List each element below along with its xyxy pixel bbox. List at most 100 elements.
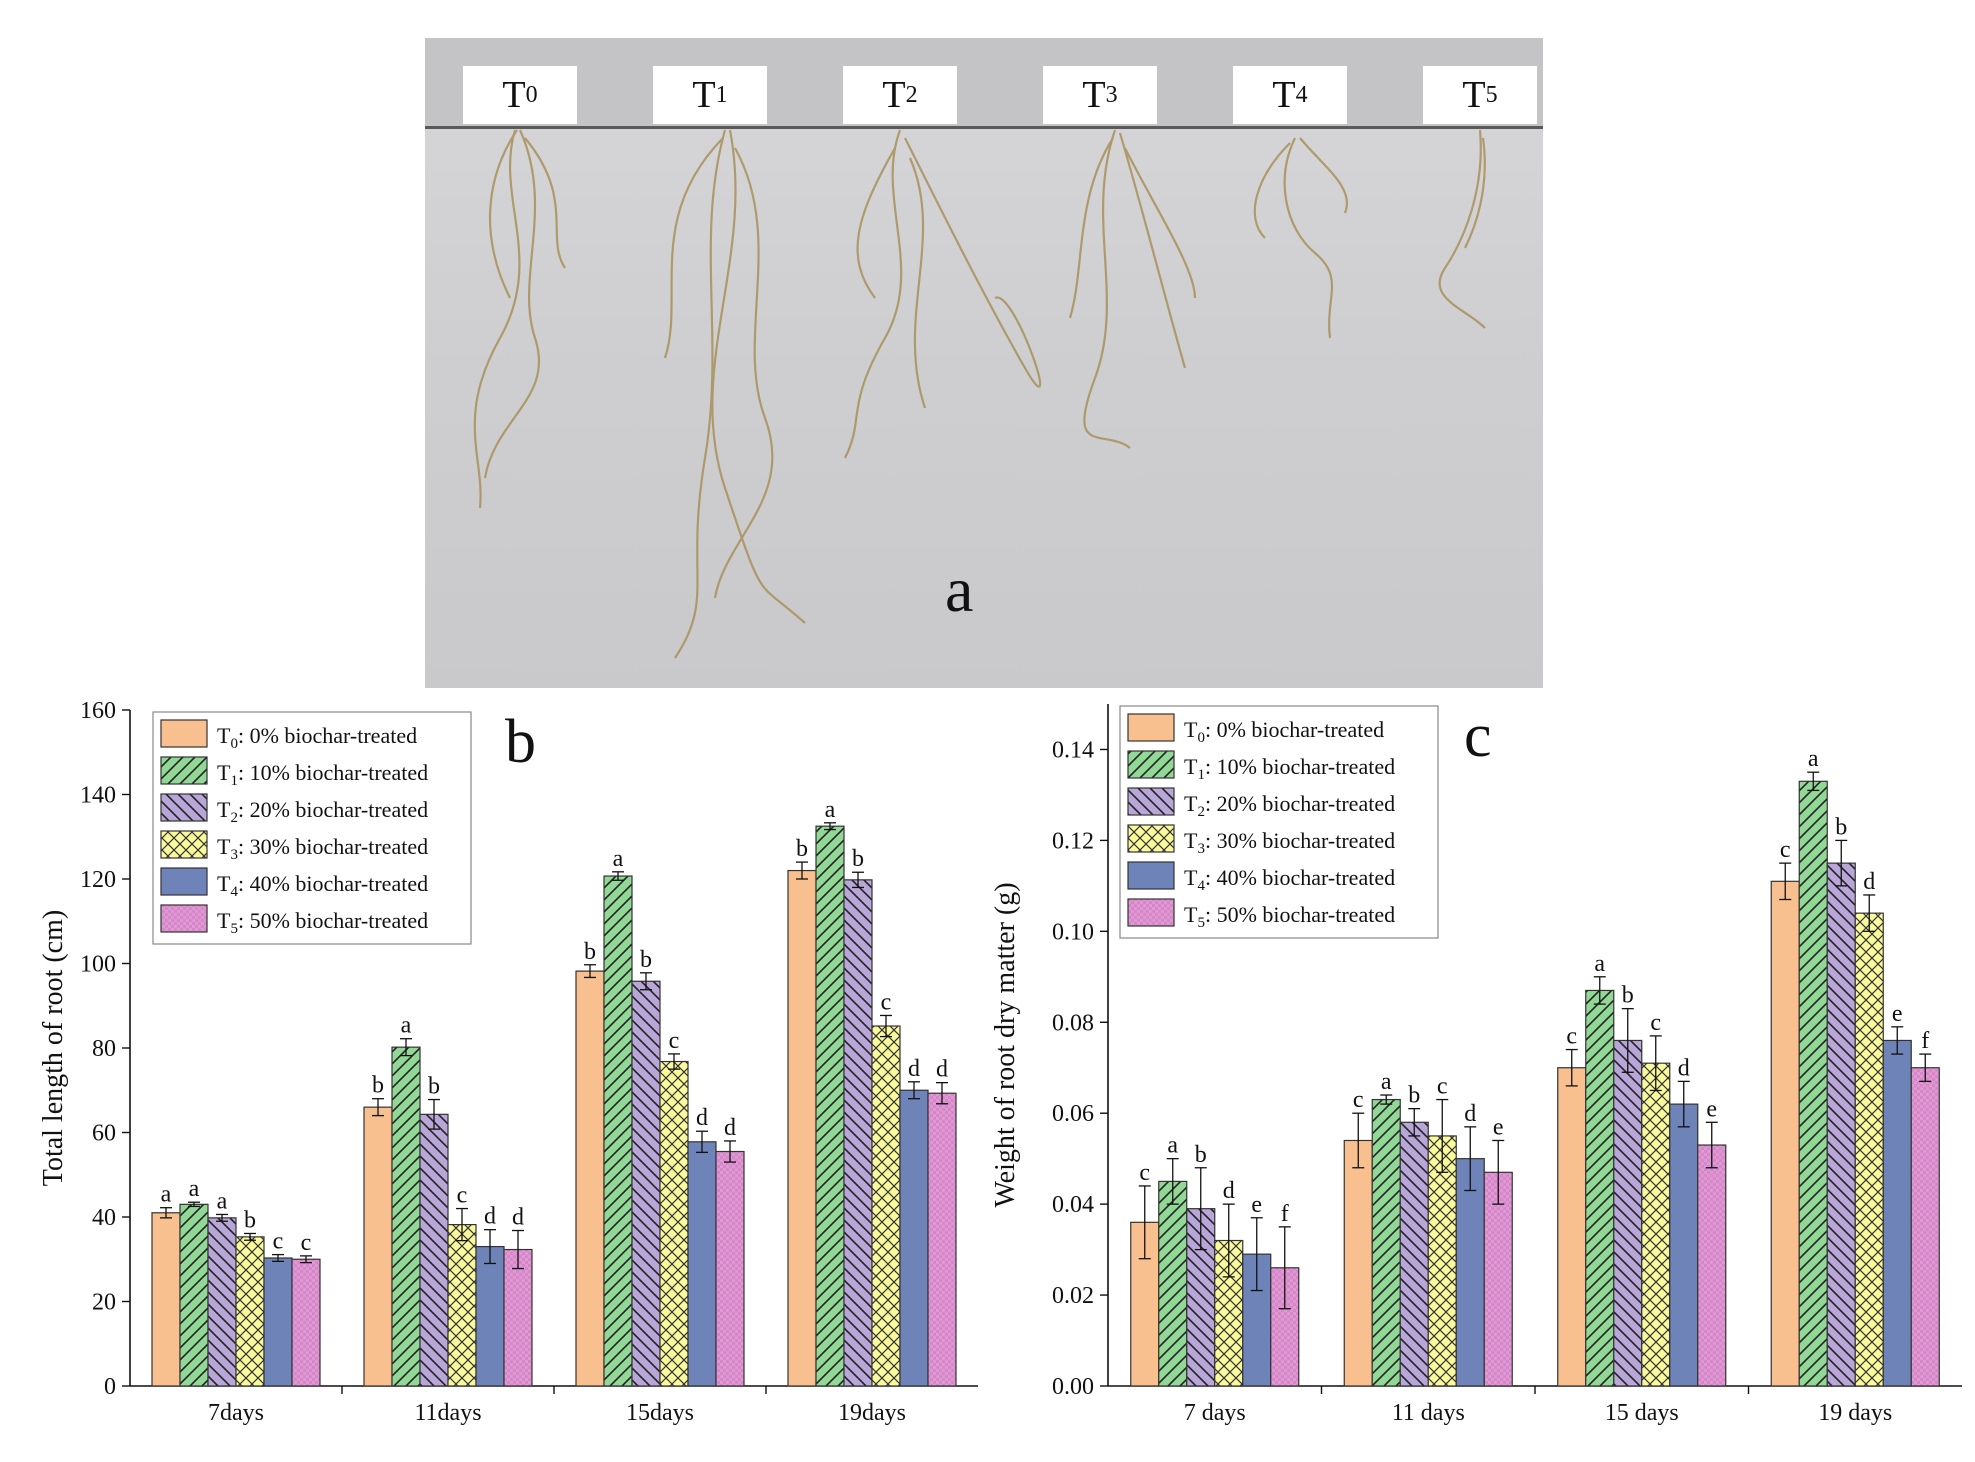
bar-pattern [844, 879, 872, 1386]
legend-swatch-pattern [1128, 751, 1174, 778]
significance-letter: a [189, 1176, 200, 1202]
legend-swatch [161, 720, 207, 747]
significance-letter: e [1706, 1096, 1717, 1122]
x-tick-label: 7days [208, 1400, 264, 1426]
legend-entry: T5: 50% biochar-treated [1184, 902, 1395, 931]
legend-swatch-outline [1127, 824, 1175, 853]
significance-letter: d [1464, 1101, 1476, 1127]
significance-letter: d [936, 1057, 948, 1083]
legend-swatch-outline [160, 867, 208, 896]
significance-letter: c [1437, 1074, 1448, 1100]
legend-entry: T2: 20% biochar-treated [1184, 791, 1395, 820]
root-t0 [483, 129, 541, 479]
bar [364, 1107, 392, 1386]
bar-pattern [236, 1236, 264, 1386]
legend-swatch-pattern [1128, 788, 1174, 815]
bar-pattern [1827, 863, 1856, 1386]
photo-top-strip [425, 38, 1543, 126]
bar-pattern [1158, 1181, 1187, 1386]
y-axis-label: Total length of root (cm) [38, 910, 69, 1186]
significance-letter: c [1353, 1087, 1364, 1113]
significance-letter: e [1251, 1192, 1262, 1218]
root-t1 [663, 137, 724, 359]
legend-swatch-outline [1127, 898, 1175, 927]
y-tick-label: 20 [92, 1290, 116, 1316]
significance-letter: b [796, 836, 808, 862]
bar-pattern [1613, 1040, 1642, 1386]
bar-pattern [504, 1249, 532, 1386]
significance-letter: f [1281, 1201, 1289, 1227]
panel-letter: c [1464, 702, 1492, 770]
bar [1344, 1140, 1373, 1386]
significance-letter: c [301, 1230, 312, 1256]
legend-swatch-outline [160, 793, 208, 822]
bar [688, 1141, 716, 1386]
chart-root-dry-weight: 0.00 0.02 0.04 0.06 0.08 0.10 0.12 0.14 Weight o… [990, 702, 1962, 1426]
panel-letter: b [505, 708, 536, 776]
root-t3 [1083, 129, 1131, 449]
significance-letter: b [640, 947, 652, 973]
legend-swatch-outline [1127, 750, 1175, 779]
significance-letter: b [372, 1073, 384, 1099]
root-t5 [1464, 137, 1486, 249]
root-t1 [713, 147, 774, 599]
bar [1557, 1067, 1586, 1386]
legend-swatch-pattern [161, 831, 207, 858]
legend: T0: 0% biochar-treated T1: 10% biochar-tr… [1119, 705, 1439, 939]
bar [1883, 1040, 1912, 1386]
bar-pattern [1428, 1135, 1457, 1386]
bar-pattern [1641, 1063, 1670, 1386]
legend-swatch-pattern [161, 794, 207, 821]
significance-letter: a [613, 846, 624, 872]
significance-letter: b [1622, 983, 1634, 1009]
significance-letter: e [1493, 1114, 1504, 1140]
significance-letter: b [244, 1207, 256, 1233]
significance-letter: a [1381, 1069, 1392, 1095]
significance-letter: e [1892, 1001, 1903, 1027]
legend-entry: T1: 10% biochar-treated [217, 760, 428, 789]
y-tick-label: 0.04 [1052, 1192, 1094, 1218]
y-tick-label: 140 [80, 783, 116, 809]
significance-letter: a [1594, 951, 1605, 977]
legend-swatch-pattern [1128, 899, 1174, 926]
bar-pattern [1372, 1099, 1401, 1386]
legend-swatch-outline [160, 719, 208, 748]
significance-letter: c [881, 989, 892, 1015]
legend-swatch [1128, 714, 1174, 741]
legend-entry: T0: 0% biochar-treated [217, 723, 417, 752]
significance-letter: a [401, 1013, 412, 1039]
significance-letter: b [1408, 1083, 1420, 1109]
significance-letter: b [1195, 1142, 1207, 1168]
y-axis-label: Weight of root dry matter (g) [990, 882, 1021, 1207]
x-tick-label: 15 days [1605, 1400, 1679, 1426]
bar-pattern [392, 1047, 420, 1386]
bar-pattern [632, 981, 660, 1386]
significance-letter: d [696, 1105, 708, 1131]
significance-letter: b [584, 939, 596, 965]
y-tick-label: 100 [80, 952, 116, 978]
legend-swatch-outline [1127, 713, 1175, 742]
bar [788, 870, 816, 1386]
legend-swatch-outline [1127, 861, 1175, 890]
significance-letter: a [1167, 1133, 1178, 1159]
legend-entry: T1: 10% biochar-treated [1184, 754, 1395, 783]
y-tick-label: 0.06 [1052, 1101, 1094, 1127]
x-tick-label: 11 days [1392, 1400, 1465, 1426]
bar-pattern [872, 1026, 900, 1386]
y-tick-label: 80 [92, 1036, 116, 1062]
root-t3 [1124, 147, 1197, 299]
photo-hanging-line [425, 126, 1543, 129]
significance-letter: c [1139, 1160, 1150, 1186]
legend-swatch [1128, 862, 1174, 889]
legend-swatch-outline [1127, 787, 1175, 816]
significance-letter: c [1780, 837, 1791, 863]
significance-letter: a [161, 1182, 172, 1208]
significance-letter: c [457, 1183, 468, 1209]
significance-letter: d [1223, 1178, 1235, 1204]
legend-entry: T5: 50% biochar-treated [217, 908, 428, 937]
significance-letter: a [1808, 746, 1819, 772]
bar-pattern [1911, 1067, 1940, 1386]
legend-entry: T2: 20% biochar-treated [217, 797, 428, 826]
root-t1 [674, 129, 727, 659]
